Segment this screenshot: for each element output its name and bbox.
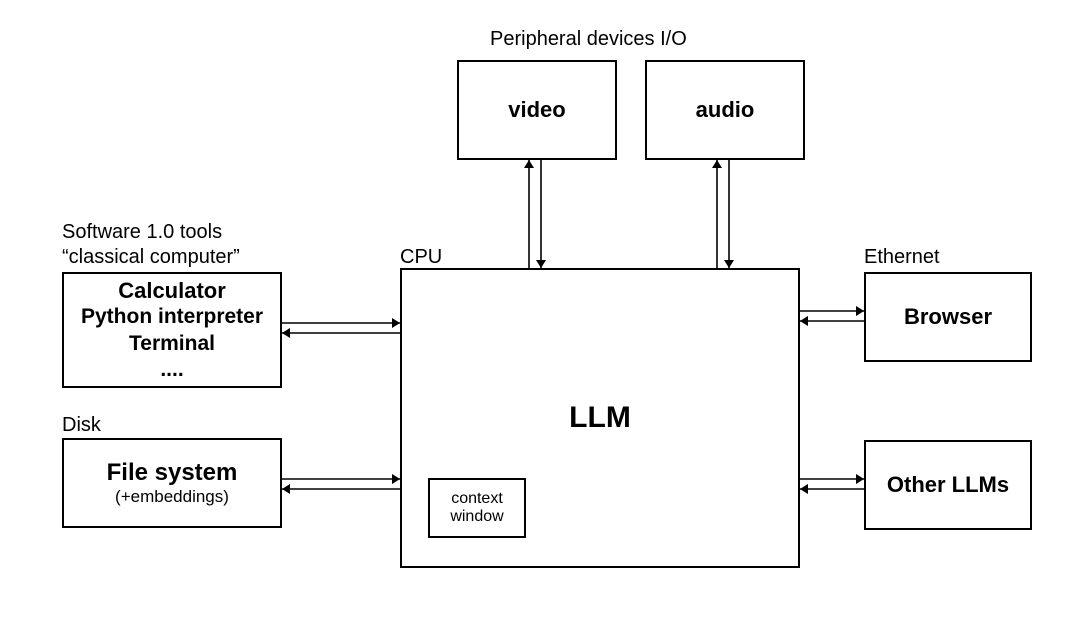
diagram-stage: Peripheral devices I/O Software 1.0 tool… <box>0 0 1080 639</box>
conn-llm-other <box>0 0 1080 639</box>
